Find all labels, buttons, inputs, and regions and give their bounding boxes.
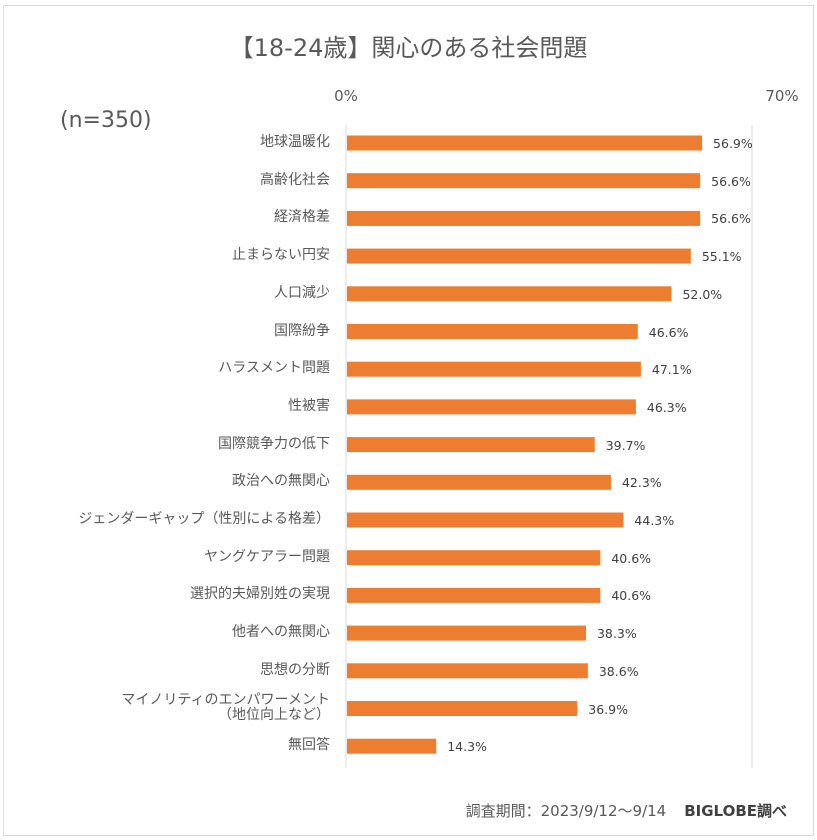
bar (347, 324, 638, 339)
bar (347, 361, 641, 377)
source-credit: BIGLOBE調べ (684, 802, 787, 820)
bar (347, 286, 672, 302)
bar (347, 248, 691, 264)
bar (347, 738, 437, 754)
data-label: 44.3% (634, 513, 675, 528)
category-label: ジェンダーギャップ（性別による格差） (78, 511, 330, 527)
bar (347, 587, 601, 603)
data-label: 56.9% (713, 136, 753, 151)
category-label: 他者への無関心 (232, 624, 330, 641)
axis-tick-label-min: 0% (334, 87, 358, 105)
category-label: 無回答 (288, 737, 330, 754)
data-label: 40.6% (611, 588, 652, 604)
data-label: 39.7% (605, 437, 646, 453)
sample-size-label: (n=350) (60, 108, 152, 133)
category-label: 地球温暖化 (260, 134, 330, 150)
category-label: ヤングケアラー問題 (204, 548, 330, 565)
data-label: 46.3% (646, 399, 687, 415)
bar (347, 210, 701, 226)
category-label: 政治への無関心 (232, 473, 330, 490)
data-label: 56.6% (711, 211, 751, 227)
bar (347, 550, 601, 566)
data-label: 55.1% (701, 249, 742, 265)
data-label: 47.1% (651, 362, 692, 378)
data-label: 14.3% (447, 739, 487, 755)
bar (347, 701, 578, 716)
bar (347, 135, 703, 151)
category-labels: 地球温暖化高齢化社会経済格差止まらない円安人口減少国際紛争ハラスメント問題性被害… (0, 0, 330, 840)
bar (347, 625, 586, 641)
category-label: マイノリティのエンパワーメント （地位向上など） (121, 692, 330, 723)
category-label: ハラスメント問題 (218, 360, 330, 377)
data-label: 56.6% (711, 173, 751, 189)
bar (347, 437, 595, 453)
category-label: 経済格差 (274, 209, 330, 226)
data-label: 46.6% (648, 324, 689, 340)
category-label: 性被害 (288, 397, 330, 414)
category-label: 国際紛争 (274, 322, 330, 339)
bar (347, 663, 588, 679)
footer: 調査期間：2023/9/12～9/14 BIGLOBE調べ (466, 800, 787, 821)
category-label: 人口減少 (274, 284, 330, 301)
bar (347, 474, 611, 490)
data-label: 38.6% (598, 663, 639, 679)
data-label: 38.3% (596, 626, 637, 642)
category-label: 止まらない円安 (232, 247, 330, 264)
axis-tick-label-max: 70% (765, 87, 799, 105)
bar (347, 399, 636, 415)
survey-period: 調査期間：2023/9/12～9/14 (465, 802, 667, 820)
category-label: 高齢化社会 (260, 171, 330, 188)
data-label: 42.3% (621, 475, 662, 491)
category-label: 思想の分断 (260, 661, 330, 678)
data-label: 36.9% (588, 701, 628, 717)
data-label: 52.0% (682, 286, 723, 302)
category-label: 選択的夫婦別姓の実現 (190, 586, 330, 603)
chart-title: 【18-24歳】関心のある社会問題 (229, 34, 588, 62)
data-label: 40.6% (611, 550, 652, 566)
bar (347, 173, 701, 189)
category-label: 国際競争力の低下 (218, 435, 330, 452)
bar (347, 512, 624, 528)
